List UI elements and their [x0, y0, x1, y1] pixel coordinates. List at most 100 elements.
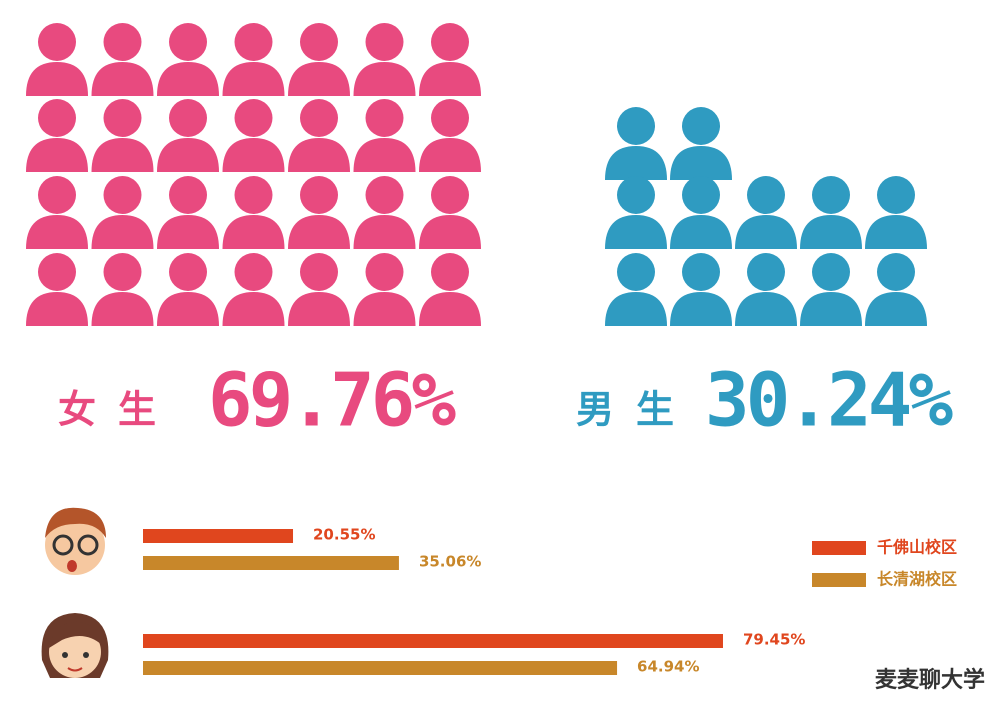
icon-body: [605, 292, 667, 326]
icon-body: [157, 138, 219, 172]
icon-body: [605, 215, 667, 249]
icon-body: [157, 62, 219, 96]
person-icon: [353, 176, 416, 249]
person-icon: [419, 176, 481, 249]
icon-head: [169, 99, 207, 137]
icon-body: [865, 215, 927, 249]
icon-body: [91, 215, 154, 249]
icon-head: [431, 253, 469, 291]
watermark: 麦麦聊大学: [875, 667, 985, 693]
person-icon: [222, 176, 285, 249]
person-icon: [91, 176, 154, 249]
icon-head: [365, 99, 404, 137]
person-icon: [419, 99, 481, 172]
person-icon: [670, 253, 732, 326]
person-icon: [735, 253, 797, 326]
person-icon: [26, 23, 88, 96]
icon-body: [353, 62, 416, 96]
icon-head: [234, 176, 273, 214]
person-icon: [288, 253, 350, 326]
icon-head: [365, 253, 404, 291]
icon-body: [222, 62, 285, 96]
icon-body: [91, 292, 154, 326]
legend-swatch: [812, 541, 866, 555]
icon-body: [353, 292, 416, 326]
icon-head: [877, 253, 915, 291]
person-icon: [605, 176, 667, 249]
icon-head: [431, 99, 469, 137]
icon-body: [91, 62, 154, 96]
icon-body: [419, 62, 481, 96]
person-icon: [157, 253, 219, 326]
icon-body: [288, 138, 350, 172]
person-icon: [735, 176, 797, 249]
icon-body: [288, 292, 350, 326]
icon-head: [747, 253, 785, 291]
person-icon: [865, 253, 927, 326]
person-icon: [157, 23, 219, 96]
person-icon: [865, 176, 927, 249]
icon-head: [431, 23, 469, 61]
group-label: 女生: [58, 388, 178, 432]
person-icon: [222, 99, 285, 172]
icon-head: [617, 176, 655, 214]
icon-body: [419, 215, 481, 249]
icon-body: [419, 292, 481, 326]
icon-head: [169, 23, 207, 61]
icon-body: [26, 62, 88, 96]
icon-body: [26, 215, 88, 249]
person-icon: [800, 176, 862, 249]
person-icon: [91, 253, 154, 326]
person-icon: [670, 176, 732, 249]
person-icon: [157, 176, 219, 249]
icon-head: [234, 253, 273, 291]
icon-head: [877, 176, 915, 214]
person-icon: [288, 176, 350, 249]
icon-body: [222, 292, 285, 326]
value-label: 79.45%: [743, 631, 805, 649]
legend-swatch: [812, 573, 866, 587]
bar: [143, 556, 399, 570]
icon-head: [300, 176, 338, 214]
icon-head: [431, 176, 469, 214]
face-female: [41, 613, 109, 678]
icon-body: [353, 138, 416, 172]
value-label: 64.94%: [637, 658, 699, 676]
value-label: 35.06%: [419, 553, 481, 571]
face-male: [45, 507, 106, 575]
icon-body: [670, 146, 732, 180]
icon-head: [747, 176, 785, 214]
person-icon: [353, 253, 416, 326]
icon-head: [365, 176, 404, 214]
icon-head: [103, 176, 142, 214]
person-icon: [222, 253, 285, 326]
icon-head: [169, 253, 207, 291]
person-icon: [605, 107, 667, 180]
icon-head: [103, 253, 142, 291]
icon-body: [222, 138, 285, 172]
icon-body: [419, 138, 481, 172]
icon-body: [605, 146, 667, 180]
icon-head: [812, 176, 850, 214]
person-icon: [800, 253, 862, 326]
icon-head: [300, 99, 338, 137]
icon-body: [157, 292, 219, 326]
person-icon: [157, 99, 219, 172]
icon-body: [26, 138, 88, 172]
bar: [143, 529, 294, 543]
legend-label: 千佛山校区: [877, 538, 957, 557]
person-icon: [288, 99, 350, 172]
person-icon: [605, 253, 667, 326]
person-icon: [26, 99, 88, 172]
icon-head: [38, 23, 76, 61]
percent-label: 69.76%: [208, 358, 456, 444]
icon-body: [735, 215, 797, 249]
bar: [143, 661, 618, 675]
icon-head: [38, 99, 76, 137]
icon-head: [365, 23, 404, 61]
icon-body: [91, 138, 154, 172]
icon-head: [682, 176, 720, 214]
icon-body: [735, 292, 797, 326]
icon-body: [800, 292, 862, 326]
